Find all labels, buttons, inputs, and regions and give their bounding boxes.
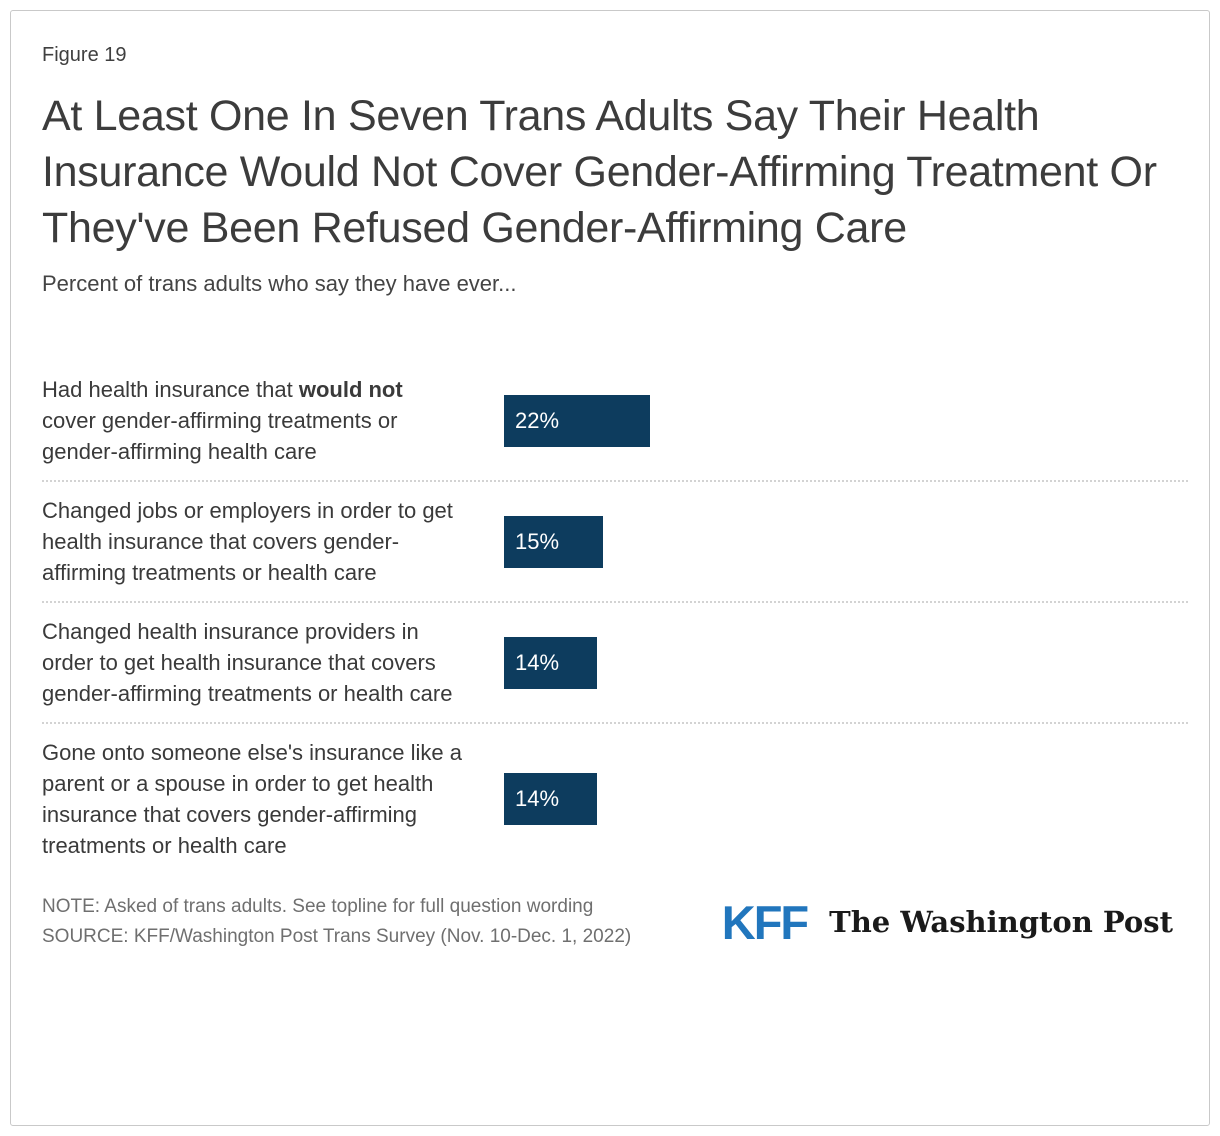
bar-label-text: Gone onto someone else's insurance like … <box>42 740 463 858</box>
bar-value-label: 14% <box>515 786 560 811</box>
source-text: SOURCE: KFF/Washington Post Trans Survey… <box>42 926 632 947</box>
bar-label-text: cover gender-affirming treatments or gen… <box>42 408 398 464</box>
bar-value-label: 15% <box>515 528 560 554</box>
logos: KFF The Washington Post <box>722 899 1179 946</box>
bar-value-label: 22% <box>515 407 560 433</box>
bar-chart: Had health insurance that would not cove… <box>42 361 1188 874</box>
note-text: NOTE: Asked of trans adults. See topline… <box>42 896 594 917</box>
bar-14pct: 14% <box>504 773 597 825</box>
bar-track: 15% <box>504 515 1188 568</box>
figure-frame: Figure 19 At Least One In Seven Trans Ad… <box>10 10 1210 1126</box>
figure-footer: NOTE: Asked of trans adults. See topline… <box>42 892 1179 952</box>
bar-label-text: Changed health insurance providers in or… <box>42 619 453 706</box>
bar-14pct: 14% <box>504 636 597 689</box>
figure-label: Figure 19 <box>42 44 127 66</box>
bar-track: 22% <box>504 394 1188 447</box>
bar-22pct: 22% <box>504 394 650 447</box>
washington-post-logo: The Washington Post <box>829 905 1173 939</box>
bar-label: Had health insurance that would not cove… <box>42 374 504 467</box>
kff-logo: KFF <box>721 895 809 949</box>
chart-row-changed-jobs: Changed jobs or employers in order to ge… <box>42 480 1188 601</box>
footnotes: NOTE: Asked of trans adults. See topline… <box>42 892 631 952</box>
bar-15pct: 15% <box>504 515 603 568</box>
chart-subtitle: Percent of trans adults who say they hav… <box>42 271 517 296</box>
bar-track: 14% <box>504 636 1188 689</box>
chart-row-changed-providers: Changed health insurance providers in or… <box>42 601 1188 722</box>
chart-title: At Least One In Seven Trans Adults Say T… <box>42 92 1157 252</box>
chart-row-insurance-would-not-cover: Had health insurance that would not cove… <box>42 361 1188 480</box>
bar-value-label: 14% <box>515 649 560 675</box>
bar-label: Gone onto someone else's insurance like … <box>42 737 504 861</box>
bar-label-bold-text: would not <box>298 377 403 402</box>
bar-label-text: Changed jobs or employers in order to ge… <box>42 498 453 585</box>
bar-label: Changed health insurance providers in or… <box>42 616 504 709</box>
bar-label-text: Had health insurance that <box>42 377 299 402</box>
bar-label: Changed jobs or employers in order to ge… <box>42 495 504 588</box>
chart-row-someone-elses-insurance: Gone onto someone else's insurance like … <box>42 722 1188 874</box>
bar-track: 14% <box>504 773 1188 825</box>
